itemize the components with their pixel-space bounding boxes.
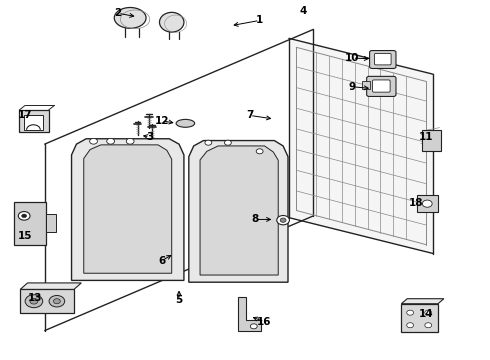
Circle shape	[425, 323, 432, 328]
Circle shape	[250, 324, 257, 329]
FancyBboxPatch shape	[369, 50, 396, 68]
Polygon shape	[72, 139, 184, 280]
FancyBboxPatch shape	[46, 214, 56, 232]
Circle shape	[22, 214, 26, 218]
Circle shape	[277, 216, 290, 225]
Polygon shape	[238, 297, 261, 330]
FancyBboxPatch shape	[422, 130, 441, 151]
FancyBboxPatch shape	[374, 53, 391, 65]
Text: 18: 18	[409, 198, 423, 208]
Text: 6: 6	[158, 256, 166, 266]
Text: 11: 11	[418, 132, 433, 142]
Circle shape	[30, 298, 38, 304]
Circle shape	[53, 299, 60, 304]
Polygon shape	[289, 39, 433, 253]
Circle shape	[107, 138, 115, 144]
Ellipse shape	[159, 12, 184, 32]
Circle shape	[34, 206, 41, 211]
Text: 1: 1	[256, 15, 263, 26]
FancyBboxPatch shape	[401, 304, 438, 332]
Circle shape	[34, 231, 41, 236]
Polygon shape	[189, 140, 288, 282]
Text: 15: 15	[18, 231, 32, 240]
Circle shape	[25, 295, 43, 308]
Text: 10: 10	[345, 53, 360, 63]
FancyBboxPatch shape	[417, 195, 438, 212]
Text: 7: 7	[246, 111, 253, 121]
Circle shape	[407, 323, 414, 328]
Text: 13: 13	[27, 293, 42, 303]
Ellipse shape	[114, 8, 146, 28]
Circle shape	[49, 296, 65, 307]
FancyBboxPatch shape	[14, 202, 46, 244]
Text: 5: 5	[175, 295, 183, 305]
FancyBboxPatch shape	[19, 110, 49, 132]
Ellipse shape	[176, 120, 195, 127]
Text: 3: 3	[146, 132, 153, 142]
Polygon shape	[84, 145, 172, 273]
FancyBboxPatch shape	[24, 116, 43, 130]
Text: 16: 16	[257, 317, 272, 327]
Text: 12: 12	[155, 116, 169, 126]
Text: 8: 8	[251, 215, 258, 224]
Circle shape	[425, 310, 432, 315]
Circle shape	[407, 310, 414, 315]
Circle shape	[280, 218, 286, 222]
Circle shape	[422, 200, 432, 207]
FancyBboxPatch shape	[367, 76, 396, 96]
Circle shape	[205, 140, 212, 145]
Text: 4: 4	[300, 6, 307, 17]
Circle shape	[18, 212, 30, 220]
Circle shape	[90, 138, 98, 144]
Text: 17: 17	[18, 111, 32, 121]
Polygon shape	[20, 283, 81, 289]
FancyBboxPatch shape	[20, 289, 74, 313]
Polygon shape	[200, 146, 278, 275]
Circle shape	[126, 138, 134, 144]
FancyBboxPatch shape	[372, 80, 390, 92]
Text: 2: 2	[114, 8, 122, 18]
Text: 9: 9	[349, 82, 356, 92]
Text: 14: 14	[418, 310, 433, 319]
Circle shape	[224, 140, 231, 145]
Polygon shape	[401, 299, 444, 304]
Circle shape	[256, 149, 263, 154]
FancyBboxPatch shape	[362, 81, 370, 89]
